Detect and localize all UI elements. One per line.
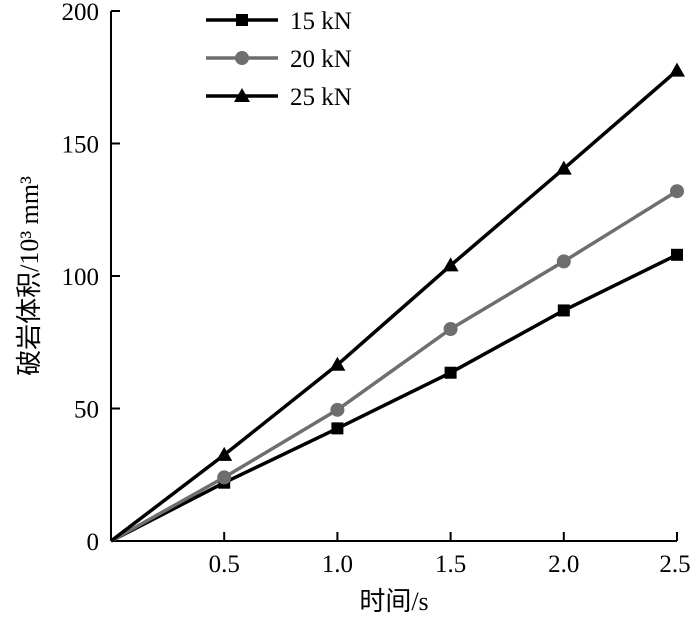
x-tick-label: 0.5 (209, 551, 240, 578)
legend-label: 25 kN (290, 84, 352, 111)
legend-marker (234, 88, 250, 102)
series-15-kn (110, 248, 683, 543)
y-tick-label: 100 (62, 264, 100, 291)
legend-label: 15 kN (290, 8, 352, 35)
axes: 0 50 100 150 200 0.5 1.0 1.5 2.0 2.5 (62, 0, 691, 578)
data-point (442, 257, 459, 272)
series-20-kn (110, 184, 684, 543)
x-tick-label: 1.5 (435, 551, 466, 578)
legend-label: 20 kN (290, 46, 352, 73)
data-point (670, 184, 684, 199)
series-line (110, 189, 678, 543)
y-axis-title: 破岩体积/10³ mm³ (15, 176, 44, 376)
data-point (217, 470, 232, 485)
series-25-kn (109, 62, 685, 543)
data-point (329, 356, 346, 371)
legend-item: 25 kN (206, 84, 352, 111)
data-point (555, 160, 572, 175)
x-tick-label: 2.5 (659, 551, 690, 578)
data-point (331, 422, 344, 435)
legend-marker (235, 51, 249, 65)
y-tick-label: 200 (62, 0, 100, 26)
series-line (110, 253, 678, 543)
y-tick-label: 50 (74, 397, 99, 424)
data-point (669, 62, 685, 77)
data-point (557, 304, 570, 317)
x-tick-label: 1.0 (322, 551, 353, 578)
data-point (444, 366, 457, 379)
data-point (216, 446, 233, 461)
data-point (671, 248, 683, 261)
series-layer (109, 62, 685, 543)
y-tick-label: 0 (87, 529, 100, 556)
legend-marker (236, 14, 248, 26)
legend: 15 kN 20 kN 25 kN (206, 8, 352, 111)
legend-item: 15 kN (206, 8, 352, 35)
series-line (109, 69, 679, 543)
data-point (330, 402, 345, 417)
data-point (443, 322, 458, 336)
data-point (556, 254, 571, 269)
legend-item: 20 kN (206, 46, 352, 73)
x-axis-title: 时间/s (359, 587, 428, 616)
y-tick-label: 150 (62, 132, 100, 159)
x-tick-label: 2.0 (548, 551, 579, 578)
